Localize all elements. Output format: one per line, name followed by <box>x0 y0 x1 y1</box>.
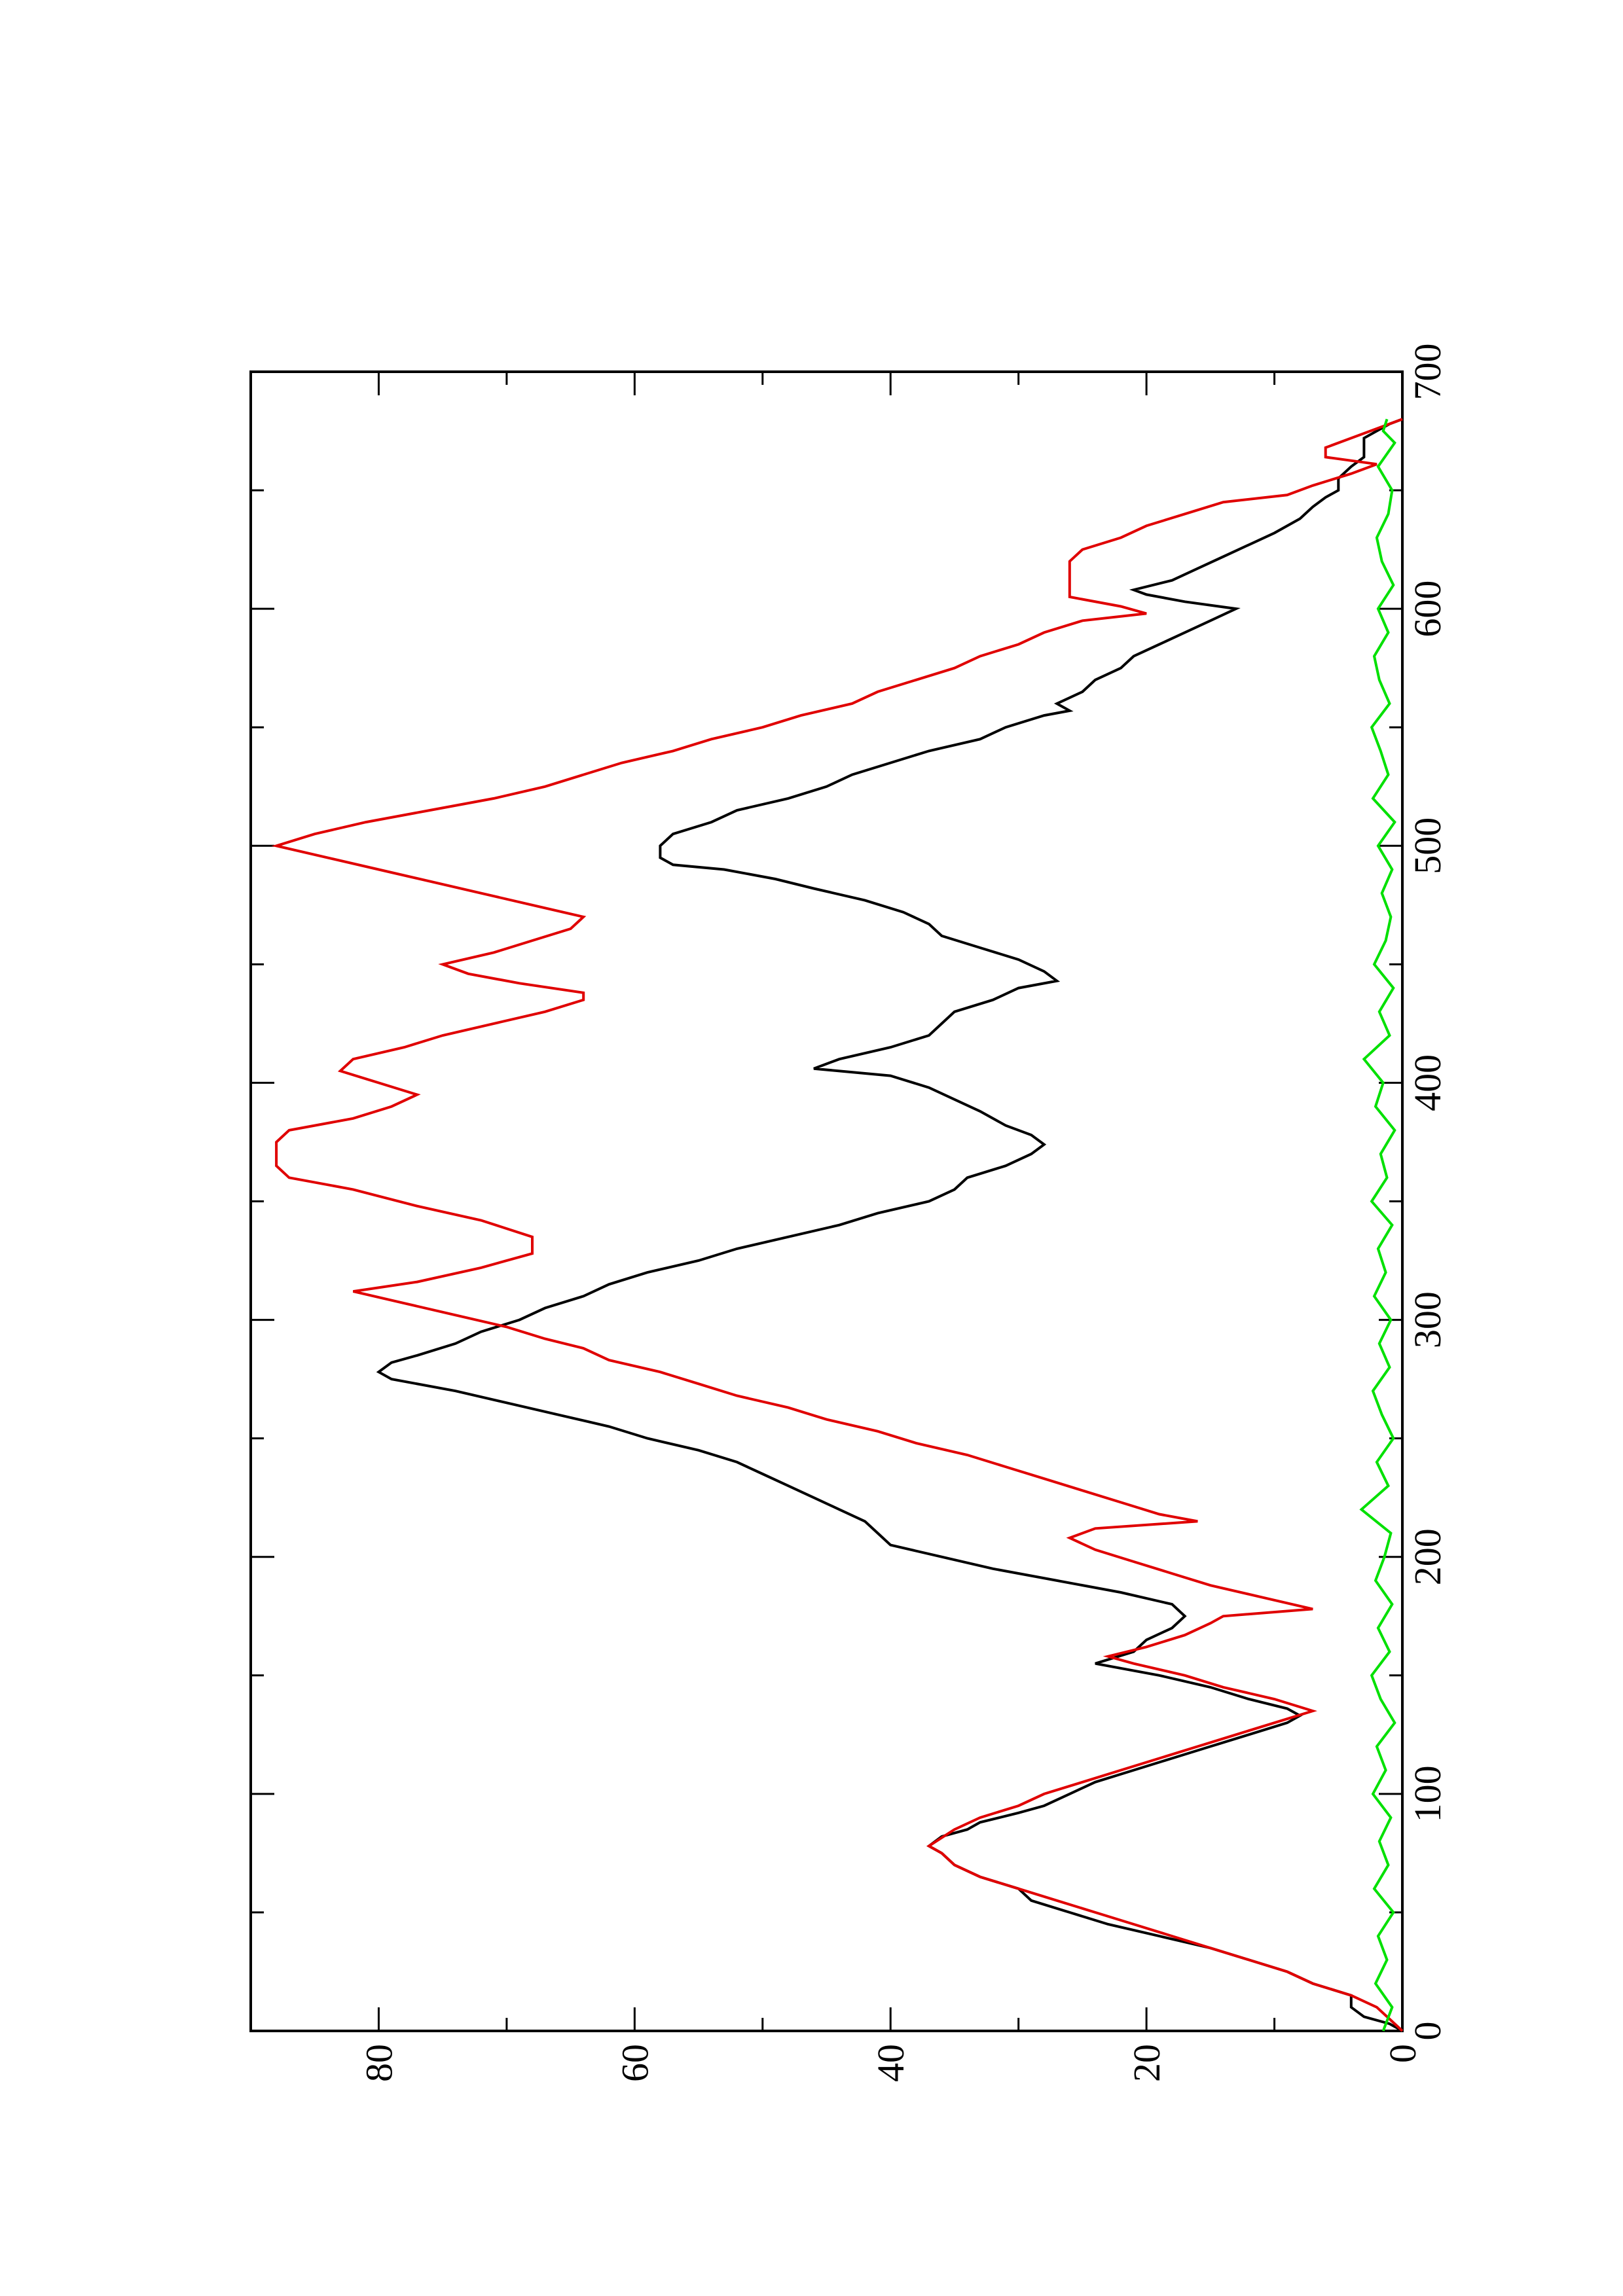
x-tick-label: 500 <box>1406 817 1449 874</box>
series-line-3 <box>1359 418 1396 2032</box>
plot-frame <box>249 370 1404 2032</box>
x-tick-label: 200 <box>1406 1528 1449 1585</box>
y-tick-label: 60 <box>613 2044 656 2082</box>
x-tick-label: 600 <box>1406 581 1449 637</box>
plot-area: 0 100 200 300 400 500 600 700 0 20 40 60 80 <box>249 344 1449 2082</box>
x-tick-label: 700 <box>1406 344 1449 401</box>
x-tick-label: 300 <box>1406 1291 1449 1348</box>
y-tick-label: 80 <box>357 2044 400 2082</box>
x-tick-label: 100 <box>1406 1765 1449 1822</box>
x-tick-label: 400 <box>1406 1054 1449 1111</box>
series-line-2 <box>271 418 1404 2032</box>
y-tick-label: 20 <box>1125 2044 1168 2082</box>
x-tick-label: 0 <box>1406 2022 1449 2041</box>
y-tick-label: 0 <box>1381 2044 1424 2063</box>
y-tick-label: 40 <box>869 2044 912 2082</box>
series-line-1 <box>376 418 1403 2032</box>
